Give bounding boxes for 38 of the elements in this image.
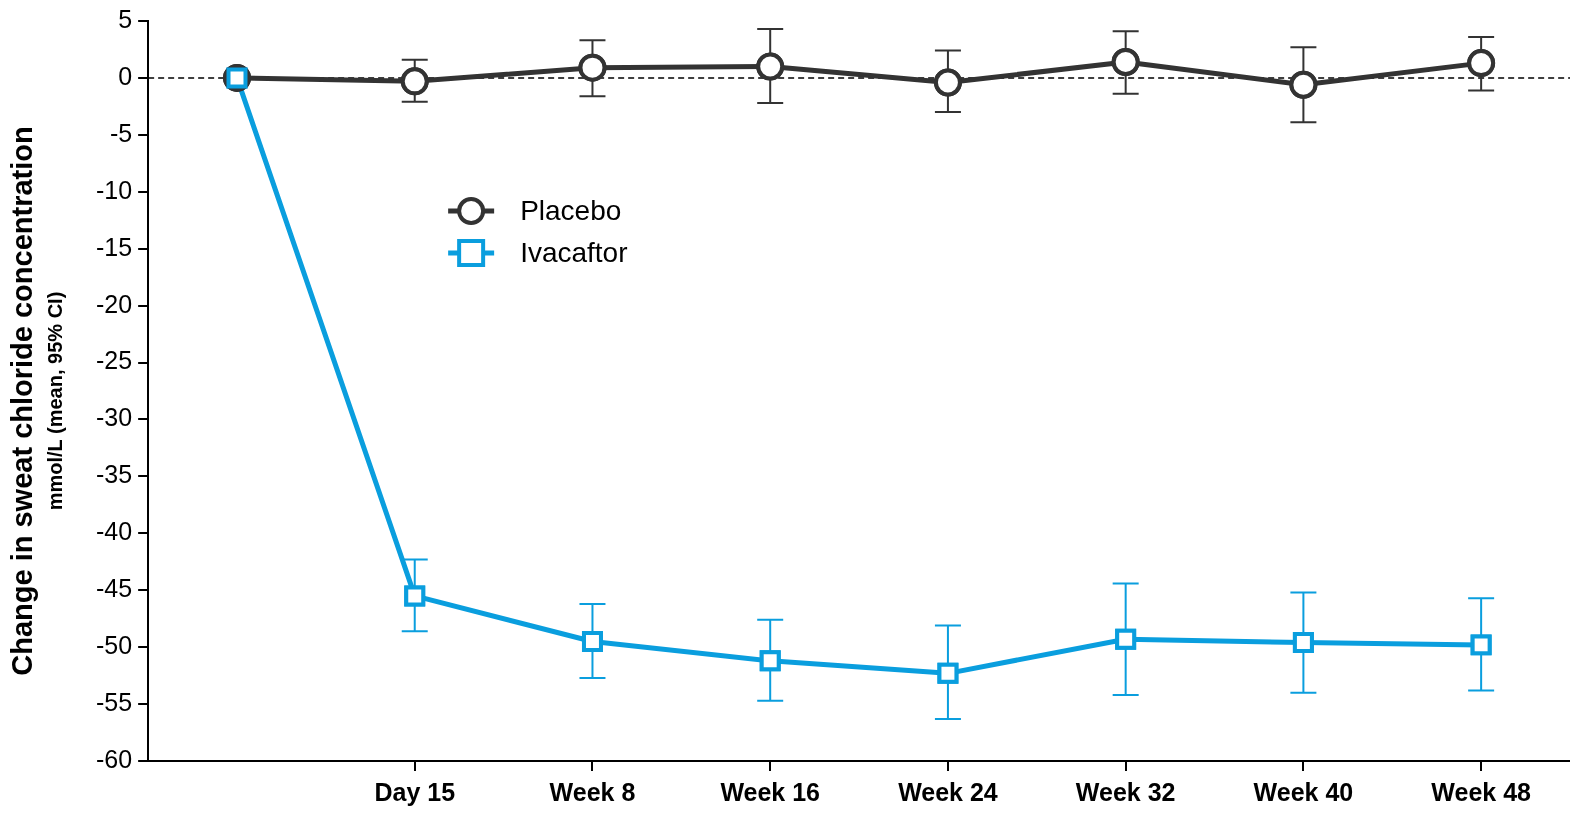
point	[1289, 70, 1318, 99]
y-tick-label: -60	[95, 744, 133, 773]
y-tick-label: -50	[95, 631, 133, 660]
point	[1115, 628, 1137, 650]
x-tick-label: Week 48	[1431, 777, 1532, 806]
point	[404, 585, 426, 607]
x-tick-label: Week 32	[1075, 777, 1176, 806]
point	[759, 650, 781, 672]
y-tick-label: -35	[95, 460, 133, 489]
y-tick-label: 0	[118, 61, 133, 90]
legend-label: Ivacaftor	[520, 236, 628, 268]
y-tick-label: 5	[118, 4, 133, 33]
y-tick-label: -40	[95, 517, 133, 546]
legend-label: Placebo	[520, 194, 622, 226]
y-tick-label: -5	[109, 118, 133, 147]
y-tick-label: -45	[95, 574, 133, 603]
point	[756, 52, 785, 81]
point	[578, 53, 607, 82]
x-tick-label: Week 24	[898, 777, 998, 806]
point	[1467, 49, 1496, 78]
point	[1111, 47, 1140, 76]
y-tick-label: -20	[95, 289, 133, 318]
point	[1292, 632, 1314, 654]
x-tick-label: Day 15	[374, 777, 456, 806]
x-tick-label: Week 40	[1253, 777, 1354, 806]
y-tick-label: -30	[95, 403, 133, 432]
point	[937, 662, 959, 684]
x-tick-label: Week 8	[549, 777, 636, 806]
point	[1470, 634, 1492, 656]
point	[933, 68, 962, 97]
y-tick-label: -25	[95, 346, 133, 375]
y-tick-label: -10	[95, 175, 133, 204]
point	[223, 63, 251, 92]
point	[400, 67, 429, 96]
y-tick-label: -55	[95, 687, 133, 716]
y-axis-title: Change in sweat chloride concentration mmol/L (mean, 95% CI)	[6, 126, 66, 676]
y-tick-label: -15	[95, 232, 133, 261]
x-tick-label: Week 16	[720, 777, 820, 806]
